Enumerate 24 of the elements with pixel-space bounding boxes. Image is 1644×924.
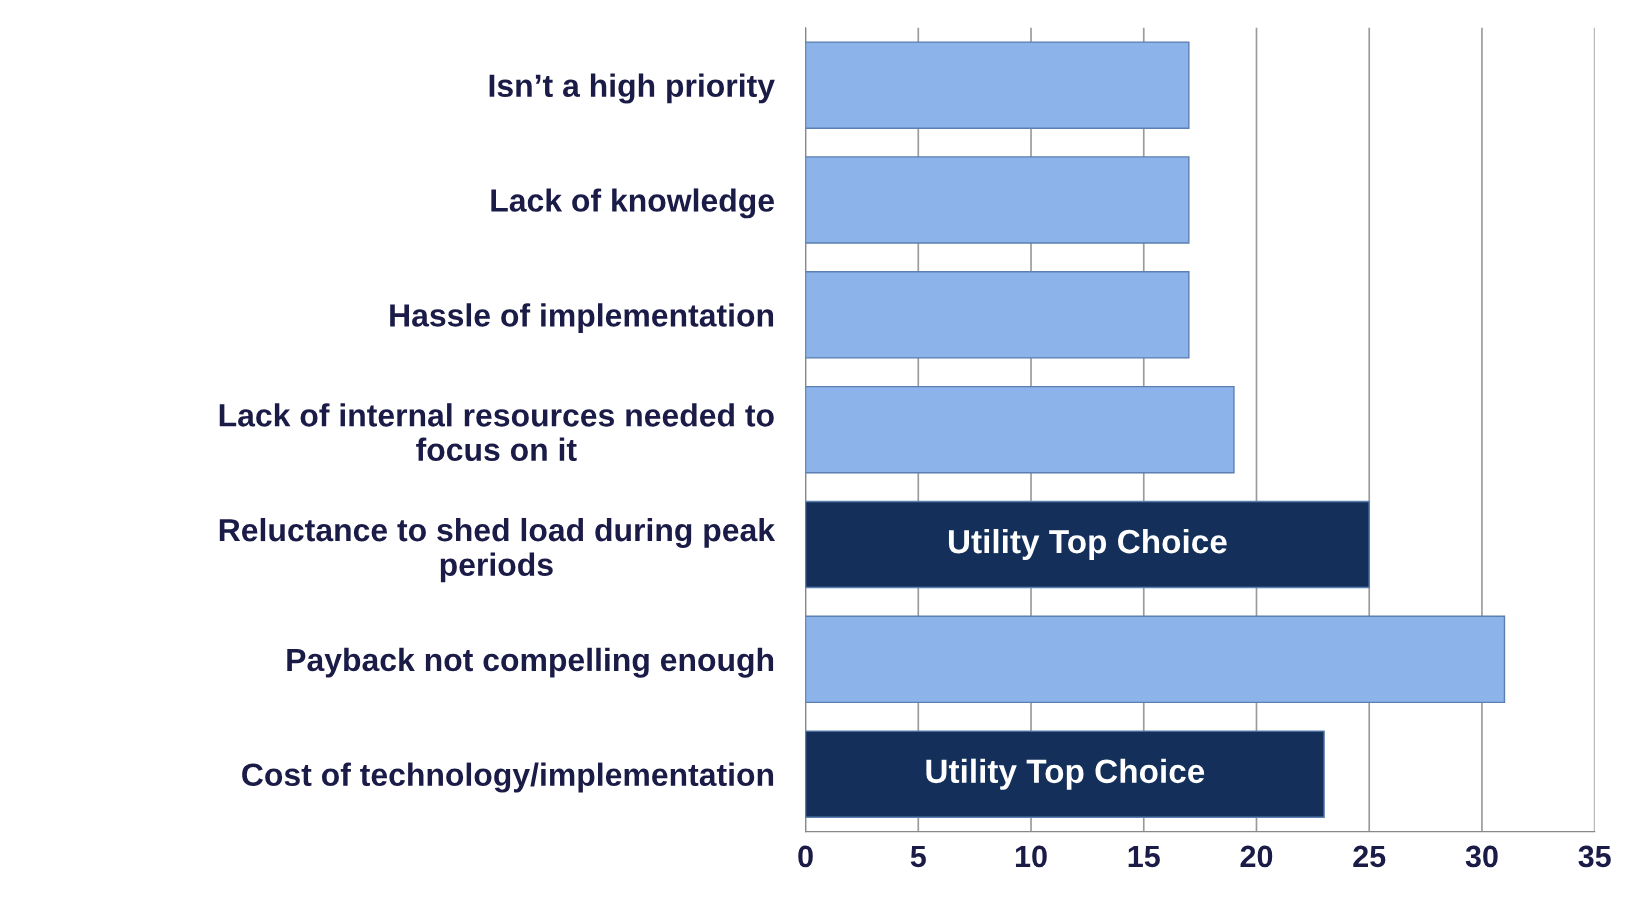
y-tick-label: Payback not compelling enough xyxy=(287,647,774,678)
x-tick-label: 20 xyxy=(1240,845,1273,868)
x-tick-label: 0 xyxy=(798,845,813,868)
x-tick-label: 10 xyxy=(1015,845,1047,868)
annotation: Utility Top Choice xyxy=(948,528,1227,561)
y-tick-label: Hassle of implementation xyxy=(390,303,774,334)
bar xyxy=(805,730,1325,818)
y-tick-label: Lack of internal resources needed to focus on it xyxy=(219,403,774,462)
bar xyxy=(805,500,1370,589)
annotation: Utility Top Choice xyxy=(926,758,1205,790)
bar xyxy=(805,156,1190,244)
x-tick-label: 5 xyxy=(910,845,926,868)
y-tick-label: Reluctance to shed load during peak periods xyxy=(219,517,776,583)
x-tick-label: 25 xyxy=(1353,845,1386,868)
y-tick-label: Lack of knowledge xyxy=(491,188,774,219)
y-tick-label: Isn’t a high priority xyxy=(489,73,775,104)
y-tick-label: Cost of technology/implementation xyxy=(242,762,774,793)
x-tick-label: 30 xyxy=(1465,845,1498,868)
bar xyxy=(805,271,1190,359)
x-tick-label: 35 xyxy=(1578,845,1611,868)
bar xyxy=(805,615,1506,704)
x-tick-label: 15 xyxy=(1128,845,1160,868)
bar xyxy=(805,41,1190,129)
bar xyxy=(805,385,1235,474)
